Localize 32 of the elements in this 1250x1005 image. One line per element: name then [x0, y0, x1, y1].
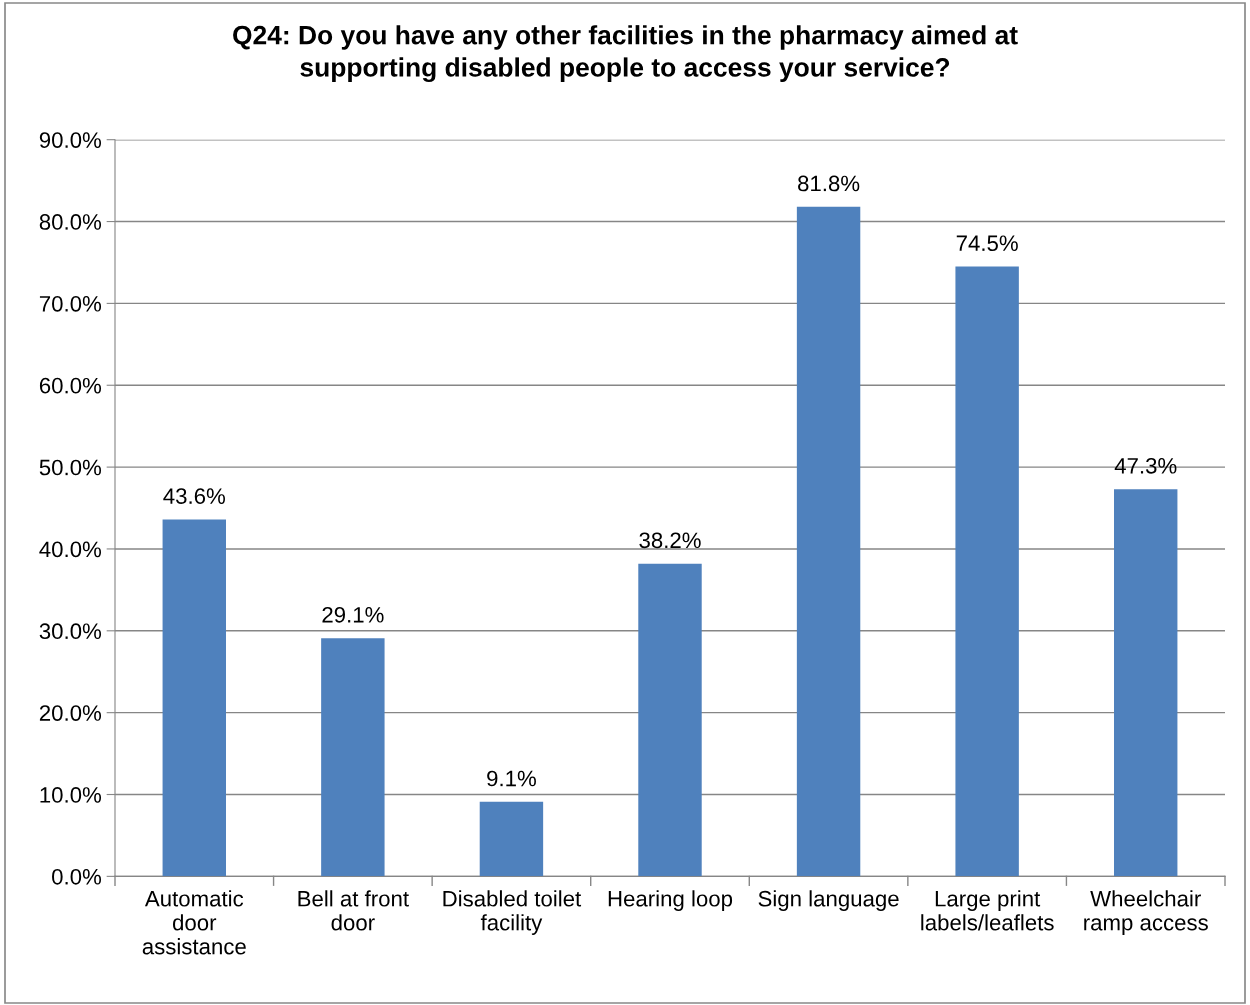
data-label: 29.1% [322, 606, 384, 623]
x-tick-label: Automatic door assistance [142, 890, 246, 955]
data-label: 9.1% [487, 770, 536, 787]
y-tick-label: 20.0% [39, 705, 102, 721]
y-tick-label: 30.0% [39, 623, 102, 640]
bar [638, 563, 702, 877]
y-tick-label: 50.0% [39, 459, 102, 476]
y-tick-label: 40.0% [39, 541, 102, 558]
y-tick-label: 10.0% [40, 787, 102, 803]
y-tick-label: 90.0% [39, 132, 102, 148]
x-tick-label: Wheelchair ramp access [1084, 890, 1208, 935]
bar [955, 266, 1019, 877]
data-label: 43.6% [163, 488, 225, 504]
bar [321, 638, 385, 877]
x-tick-label: Bell at front door [298, 890, 409, 931]
x-tick-label: Large print labels/leaflets [921, 890, 1054, 931]
bar [162, 519, 226, 877]
x-tick-label: Sign language [758, 890, 899, 911]
chart-title: Q24: Do you have any other facilities in the pharmacy aimed at supporting disabled people to access your service? [233, 25, 1018, 83]
bar [1114, 489, 1178, 877]
x-tick-label: Disabled toilet facility [443, 890, 582, 935]
y-tick-label: 70.0% [39, 295, 102, 312]
data-label: 38.2% [639, 532, 701, 549]
y-tick-label: 80.0% [39, 214, 102, 230]
y-tick-label: 60.0% [39, 377, 102, 394]
data-label: 47.3% [1114, 457, 1177, 474]
x-tick-label: Hearing loop [608, 890, 733, 911]
bar [479, 801, 544, 877]
data-label: 81.8% [798, 175, 860, 192]
y-tick-label: 0.0% [52, 868, 102, 885]
bar [796, 206, 861, 877]
data-label: 74.5% [956, 235, 1018, 252]
